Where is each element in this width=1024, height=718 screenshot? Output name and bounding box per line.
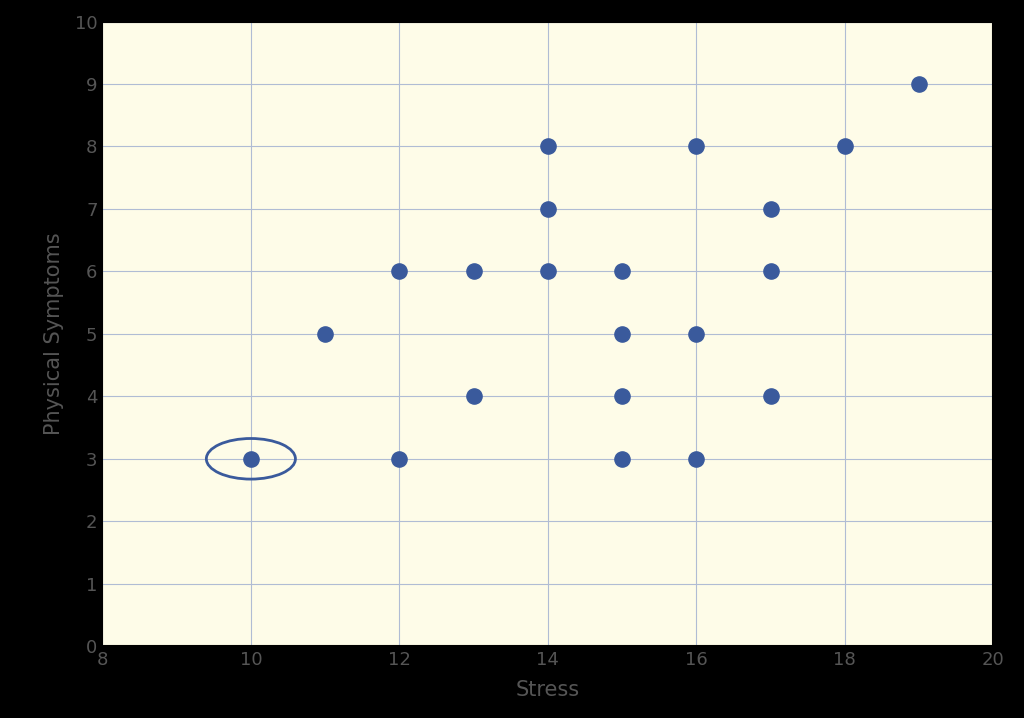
Point	[613, 453, 630, 465]
Point	[688, 453, 705, 465]
X-axis label: Stress: Stress	[516, 680, 580, 700]
Point	[613, 328, 630, 340]
Y-axis label: Physical Symptoms: Physical Symptoms	[44, 233, 63, 435]
Point	[911, 78, 928, 90]
Point	[762, 391, 778, 402]
Point	[688, 328, 705, 340]
Point	[613, 266, 630, 277]
Point	[465, 391, 481, 402]
Point	[540, 203, 556, 215]
Point	[391, 453, 408, 465]
Point	[540, 141, 556, 152]
Point	[540, 266, 556, 277]
Point	[762, 203, 778, 215]
Point	[837, 141, 853, 152]
Point	[688, 141, 705, 152]
Point	[317, 328, 334, 340]
Point	[762, 266, 778, 277]
Point	[613, 391, 630, 402]
Point	[465, 266, 481, 277]
Point	[243, 453, 259, 465]
Point	[391, 266, 408, 277]
